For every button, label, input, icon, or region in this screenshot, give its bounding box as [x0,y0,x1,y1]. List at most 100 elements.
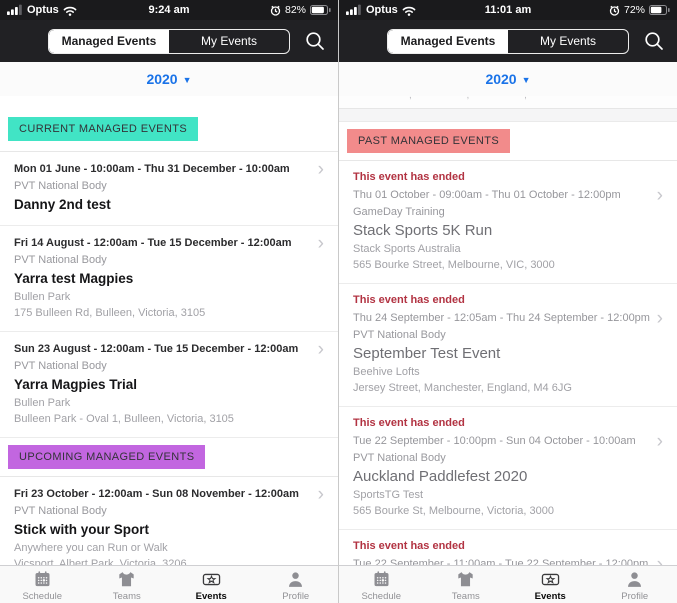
chevron-right-icon: › [656,184,663,206]
bottom-tab-bar: Schedule Teams Events Profile [339,565,677,603]
tab-label: Events [195,591,227,602]
section-past-managed: PAST MANAGED EVENTS [339,122,677,161]
tab-managed-events[interactable]: Managed Events [49,29,169,53]
event-date: Tue 22 September - 10:00pm - Sun 04 Octo… [353,435,636,447]
carrier-label: Optus [366,4,398,16]
tab-label: Schedule [361,591,402,602]
chevron-down-icon: ▼ [182,74,192,85]
phone-screen-right: Optus 11:01 am 72% Managed Events My Eve… [339,0,677,603]
events-ticket-icon [541,573,559,586]
events-ticket-icon [202,573,220,586]
section-upcoming-managed: UPCOMING MANAGED EVENTS [0,438,338,477]
event-title: Stack Sports 5K Run [353,222,493,239]
clipped-text-fragment: , , , [339,96,677,101]
tab-schedule[interactable]: Schedule [339,566,424,603]
chevron-right-icon: › [656,553,663,566]
event-ended-label: This event has ended [353,417,465,429]
tab-teams[interactable]: Teams [424,566,509,603]
year-value: 2020 [485,71,517,87]
tab-events[interactable]: Events [508,566,593,603]
event-venue: Anywhere you can Run or Walk [14,542,168,554]
event-date: Fri 14 August - 12:00am - Tue 15 Decembe… [14,237,292,249]
event-date: Thu 24 September - 12:05am - Thu 24 Sept… [353,312,650,324]
event-title: September Test Event [353,345,501,362]
tab-my-events[interactable]: My Events [539,34,596,48]
events-segmented-control: Managed Events My Events [387,28,629,54]
event-row-september-test-event[interactable]: This event has ended Thu 24 September - … [339,284,677,407]
clock-time: 9:24 am [148,4,190,16]
event-venue: Bullen Park [14,397,71,409]
chevron-right-icon: › [317,338,324,360]
tab-label: Schedule [22,591,63,602]
event-organisation: PVT National Body [14,254,107,266]
battery-icon [310,5,331,15]
carrier-label: Optus [27,4,59,16]
event-row-auckland-paddlefest-2020[interactable]: This event has ended Tue 22 September - … [339,407,677,530]
tab-profile[interactable]: Profile [254,566,339,603]
chevron-right-icon: › [317,483,324,505]
event-date: Sun 23 August - 12:00am - Tue 15 Decembe… [14,343,299,355]
events-list: 2020 ▼ , , , PAST MANAGED EVENTS This ev… [339,62,677,565]
event-address: Vicsport, Albert Park, Victoria, 3206 [14,558,187,565]
event-row-yarra-test-magpies[interactable]: Fri 14 August - 12:00am - Tue 15 Decembe… [0,226,338,332]
event-ended-label: This event has ended [353,540,465,552]
chevron-down-icon: ▼ [521,74,531,85]
event-organisation: PVT National Body [353,329,446,341]
event-venue: Bullen Park [14,291,71,303]
year-selector[interactable]: 2020 ▼ [0,62,338,96]
tab-events[interactable]: Events [169,566,254,603]
tab-label: Teams [451,591,480,602]
chevron-right-icon: › [656,430,663,452]
event-address: 175 Bulleen Rd, Bulleen, Victoria, 3105 [14,307,206,319]
current-managed-events-header: CURRENT MANAGED EVENTS [8,117,199,141]
tab-label: Teams [112,591,141,602]
event-organisation: PVT National Body [14,180,107,192]
status-bar: Optus 9:24 am 82% [0,0,338,20]
search-icon[interactable] [304,30,326,52]
chevron-right-icon: › [317,232,324,254]
year-selector[interactable]: 2020 ▼ [339,62,677,96]
teams-jersey-icon [458,572,473,587]
event-title: Auckland Paddlefest 2020 [353,468,528,485]
events-segmented-control: Managed Events My Events [48,28,290,54]
bottom-tab-bar: Schedule Teams Events Profile [0,565,338,603]
event-date: Mon 01 June - 10:00am - Thu 31 December … [14,163,290,175]
event-date: Fri 23 October - 12:00am - Sun 08 Novemb… [14,488,299,500]
profile-person-icon [628,572,642,587]
event-row-danny-2nd-test[interactable]: Mon 01 June - 10:00am - Thu 31 December … [0,152,338,226]
event-row-stack-sports-5k-run[interactable]: This event has ended Thu 01 October - 09… [339,161,677,284]
event-date: Thu 01 October - 09:00am - Thu 01 Octobe… [353,189,621,201]
schedule-calendar-icon [374,571,389,587]
event-title: Danny 2nd test [14,197,111,212]
tab-profile[interactable]: Profile [593,566,677,603]
battery-percent: 72% [623,4,645,16]
event-title: Yarra test Magpies [14,271,134,286]
search-icon[interactable] [643,30,665,52]
alarm-icon [270,5,281,16]
teams-jersey-icon [119,572,134,587]
battery-percent: 82% [284,4,306,16]
event-date: Tue 22 September - 11:00am - Tue 22 Sept… [353,558,649,565]
tab-teams[interactable]: Teams [85,566,170,603]
event-organisation: PVT National Body [14,360,107,372]
scrolled-clipped-row: , , , [339,96,677,109]
section-current-managed: CURRENT MANAGED EVENTS [0,96,338,152]
profile-person-icon [289,572,303,587]
chevron-right-icon: › [656,307,663,329]
event-row-yarra-magpies-trial[interactable]: Sun 23 August - 12:00am - Tue 15 Decembe… [0,332,338,438]
event-address: Bulleen Park - Oval 1, Bulleen, Victoria… [14,413,234,425]
event-row-stick-with-your-sport[interactable]: Fri 23 October - 12:00am - Sun 08 Novemb… [0,477,338,565]
tab-managed-events[interactable]: Managed Events [388,29,508,53]
event-row-partial-bottom[interactable]: This event has ended Tue 22 September - … [339,530,677,565]
phone-screen-left: Optus 9:24 am 82% Managed Events My Even… [0,0,338,603]
app-header: Managed Events My Events [339,20,677,62]
tab-my-events[interactable]: My Events [200,34,257,48]
upcoming-managed-events-header: UPCOMING MANAGED EVENTS [8,445,206,469]
event-organisation: GameDay Training [353,206,445,218]
tab-schedule[interactable]: Schedule [0,566,85,603]
tab-label: Profile [621,591,649,602]
events-list: 2020 ▼ CURRENT MANAGED EVENTS Mon 01 Jun… [0,62,338,565]
past-managed-events-header: PAST MANAGED EVENTS [347,129,511,153]
status-bar: Optus 11:01 am 72% [339,0,677,20]
